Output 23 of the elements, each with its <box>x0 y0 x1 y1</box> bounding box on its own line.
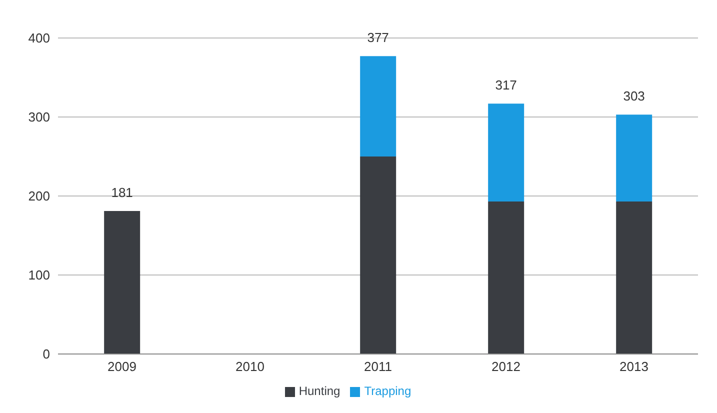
bar <box>360 156 396 354</box>
bar <box>616 202 652 354</box>
x-tick-label: 2012 <box>492 359 520 374</box>
total-label: 317 <box>495 78 517 93</box>
y-tick-label: 400 <box>28 30 50 46</box>
x-tick-label: 2013 <box>620 359 648 374</box>
bar <box>488 202 524 354</box>
total-label: 377 <box>367 30 389 46</box>
x-tick-label: 2009 <box>108 359 136 374</box>
y-tick-label: 300 <box>28 110 50 125</box>
legend-label: Hunting <box>298 384 340 398</box>
y-tick-label: 0 <box>42 346 50 362</box>
x-tick-label: 2011 <box>364 359 392 374</box>
total-label: 181 <box>111 185 133 200</box>
bar <box>616 114 652 202</box>
x-tick-label: 2010 <box>236 359 264 374</box>
y-tick-label: 200 <box>28 188 50 204</box>
bar <box>104 211 140 354</box>
legend-label: Trapping <box>364 384 412 398</box>
y-tick-label: 100 <box>28 268 50 283</box>
bar <box>360 56 396 156</box>
bar <box>488 104 524 202</box>
total-label: 303 <box>623 88 645 104</box>
